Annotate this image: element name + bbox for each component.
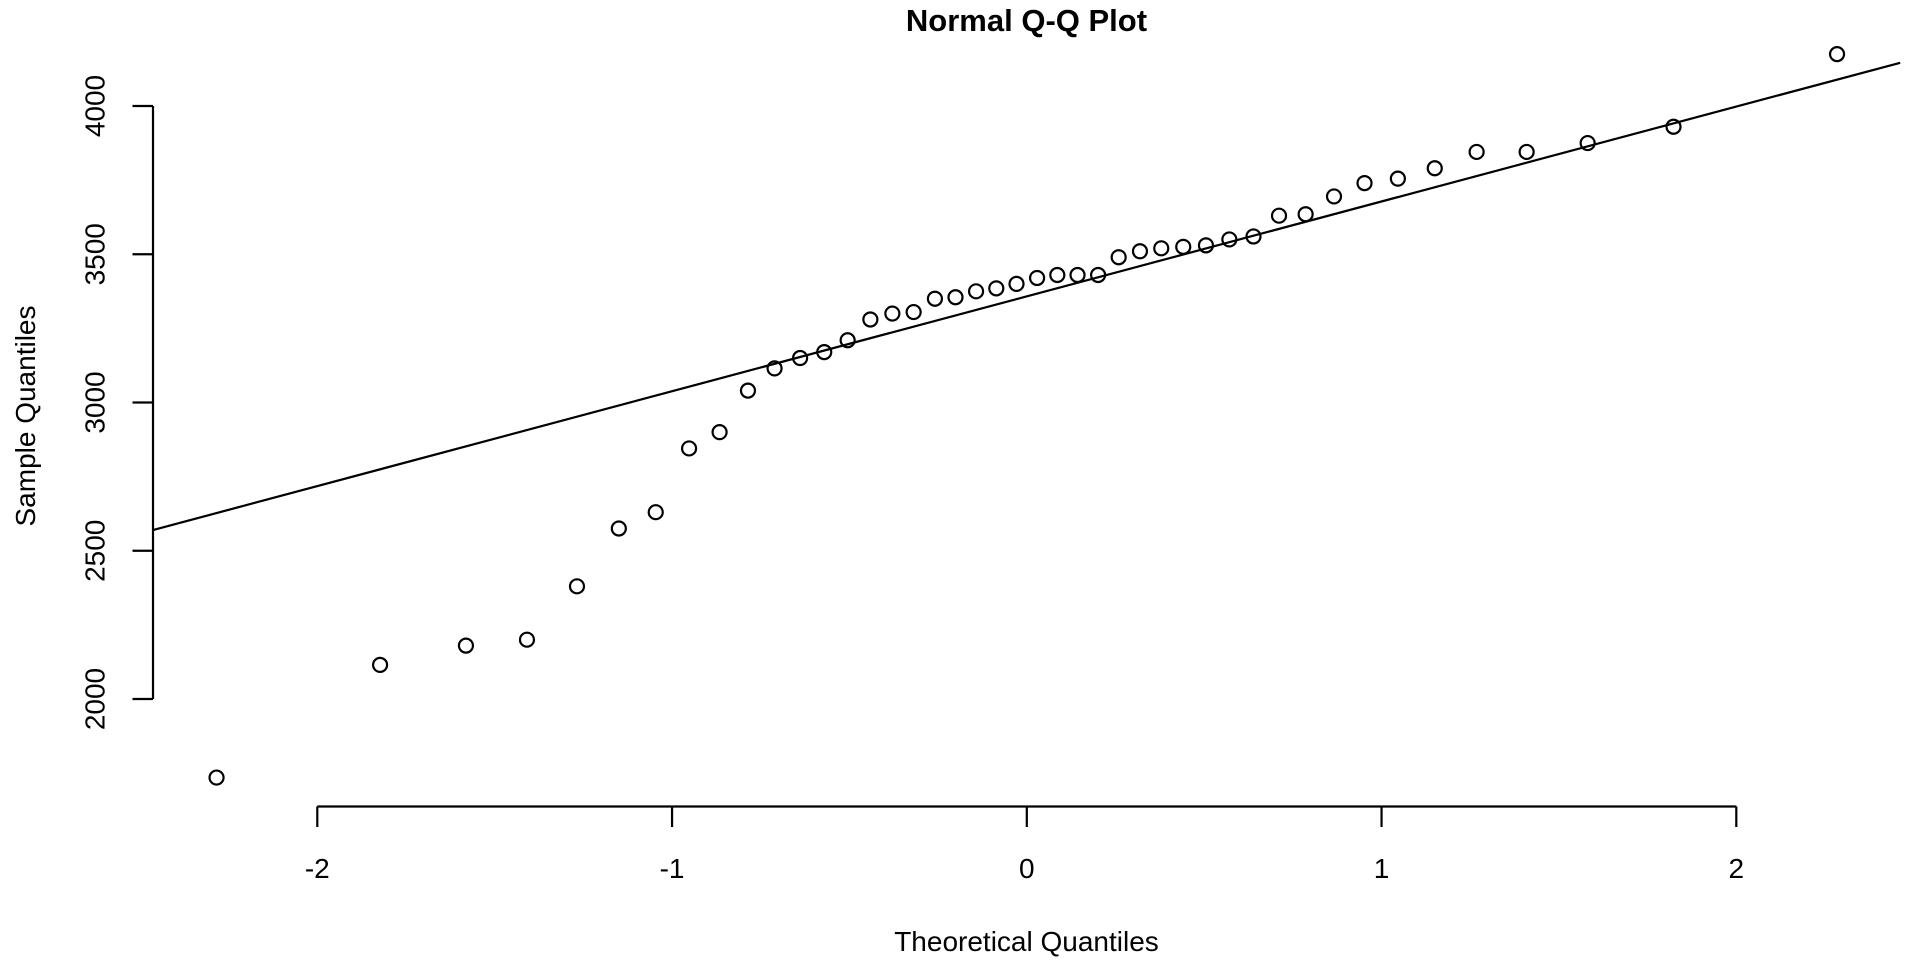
data-point [926,290,944,307]
data-point [518,631,536,648]
data-point [1221,231,1238,248]
x-axis-group: -2 -1 0 1 2 [305,805,1745,884]
data-point [1325,188,1343,205]
x-tick-label: 0 [1019,853,1035,884]
data-point [1069,266,1086,284]
data-point [1356,174,1373,192]
x-tick-label: 2 [1729,853,1745,884]
data-point [739,382,757,399]
data-point [862,311,879,328]
data-point [1389,170,1406,187]
data-point [816,343,833,361]
x-tick-label: -1 [660,853,685,884]
data-point [568,578,586,595]
data-point [947,289,964,306]
data-point [1518,143,1535,161]
data-point [1468,143,1485,161]
data-point [1297,206,1314,223]
data-point [839,332,856,349]
data-point [1426,160,1443,177]
data-point [457,637,475,654]
x-tick-label: 1 [1374,853,1390,884]
y-tick-label: 3500 [80,223,111,285]
data-point [680,440,698,457]
data-point [1153,240,1170,257]
data-point [711,424,728,441]
x-tick-label: -2 [305,853,330,884]
data-point [988,280,1005,297]
data-point [792,349,809,367]
y-tick-label: 2000 [80,668,111,730]
data-point [371,656,389,674]
data-point [766,360,783,377]
data-point [1090,266,1107,284]
y-tick-label: 2500 [80,520,111,582]
data-point [208,769,225,786]
data-point [1579,134,1596,152]
data-point [884,305,901,322]
data-point [610,520,627,537]
data-point [1110,249,1127,266]
y-axis-group: 2000 2500 3000 3500 4000 [80,75,155,730]
data-point [1245,228,1262,245]
data-point [905,303,922,321]
plot-title: Normal Q-Q Plot [905,3,1148,38]
data-points-group [208,46,1846,786]
data-point [967,283,985,300]
data-point [1270,207,1288,224]
data-point [1131,243,1149,260]
data-point [1665,118,1682,135]
data-point [1028,269,1046,287]
reference-line-group [153,61,1901,532]
data-point [1175,238,1192,255]
data-point [647,504,664,521]
data-point [1197,237,1215,254]
data-point [1828,46,1846,63]
y-axis-label: Sample Quantiles [10,305,41,527]
x-axis-label: Theoretical Quantiles [894,926,1159,957]
y-tick-label: 4000 [80,75,111,137]
data-point [1049,266,1066,284]
qq-reference-line [153,61,1901,532]
data-point [1008,275,1025,292]
y-tick-label: 3000 [80,371,111,433]
